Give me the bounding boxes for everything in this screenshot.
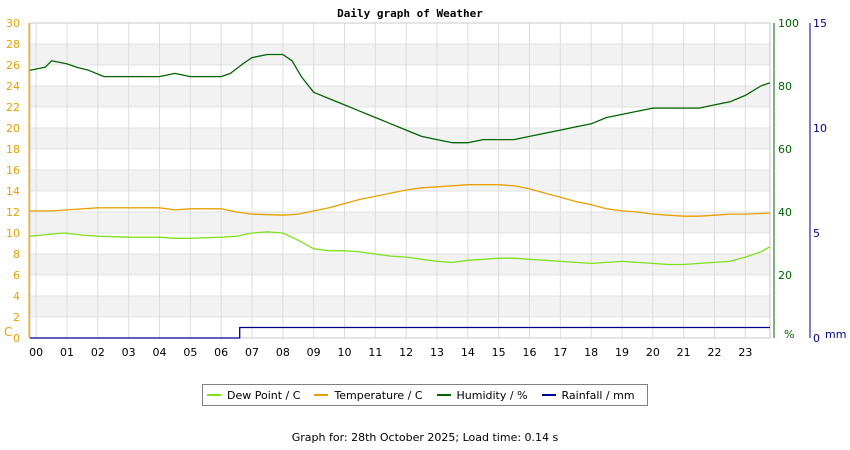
y-tick-label-temperature: 12	[6, 206, 20, 219]
y-tick-label-temperature: 4	[13, 290, 20, 303]
grid-band	[30, 86, 770, 107]
chart-footer: Graph for: 28th October 2025; Load time:…	[291, 431, 559, 444]
legend-item-dew-point: Dew Point / C	[207, 389, 300, 402]
y-unit-label-humidity: %	[784, 328, 794, 341]
y-tick-label-humidity: 100	[778, 17, 799, 30]
series-line-temperature	[30, 184, 771, 217]
grid-band	[30, 128, 770, 149]
x-tick-label: 07	[245, 346, 259, 359]
y-tick-label-temperature: 22	[6, 101, 20, 114]
legend-item-humidity: Humidity / %	[436, 388, 528, 402]
y-tick-label-temperature: 24	[6, 80, 20, 93]
y-tick-label-temperature: 14	[6, 185, 20, 198]
y-tick-label-humidity: 80	[778, 80, 792, 93]
legend-label-humidity: Humidity / %	[456, 388, 528, 402]
grid-band	[30, 254, 770, 275]
y-tick-label-humidity: 60	[778, 143, 792, 156]
y-tick-label-temperature: 20	[6, 122, 20, 135]
x-tick-label: 13	[430, 346, 444, 359]
legend-item-rainfall: Rainfall / mm	[541, 388, 635, 402]
y-tick-label-rainfall: 0	[813, 332, 820, 345]
x-tick-label: 14	[461, 346, 475, 359]
grid-band	[30, 296, 770, 317]
x-tick-label: 20	[646, 346, 660, 359]
legend-item-temperature: Temperature / C	[314, 388, 423, 402]
y-tick-label-temperature: 6	[13, 269, 20, 282]
legend-swatch-humidity	[436, 394, 451, 396]
x-tick-label: 03	[122, 346, 136, 359]
y-unit-label-rainfall: mm	[825, 328, 846, 341]
y-tick-label-temperature: 30	[6, 17, 20, 30]
x-tick-label: 18	[584, 346, 598, 359]
y-tick-label-temperature: 10	[6, 227, 20, 240]
chart-title: Daily graph of Weather	[337, 7, 483, 20]
x-tick-label: 17	[553, 346, 567, 359]
x-tick-label: 19	[615, 346, 629, 359]
y-unit-label-temperature: C	[4, 325, 12, 339]
legend-label-temperature: Temperature / C	[334, 388, 423, 402]
x-tick-label: 15	[492, 346, 506, 359]
y-tick-label-rainfall: 15	[813, 17, 827, 30]
y-tick-label-temperature: 18	[6, 143, 20, 156]
legend-swatch-rainfall	[541, 394, 556, 396]
x-tick-label: 12	[399, 346, 413, 359]
x-tick-label: 22	[708, 346, 722, 359]
y-tick-label-rainfall: 5	[813, 227, 820, 240]
x-tick-label: 11	[368, 346, 382, 359]
series-line-dew-point	[29, 231, 771, 266]
x-tick-label: 09	[307, 346, 321, 359]
grid-band	[30, 44, 770, 65]
chart-legend: Dew Point / C Temperature / C Humidity /…	[202, 384, 648, 406]
series-line-rainfall	[30, 326, 770, 339]
legend-label-rainfall: Rainfall / mm	[561, 388, 635, 402]
plot-border	[29, 22, 771, 339]
x-tick-label: 16	[523, 346, 537, 359]
grid-band	[30, 170, 770, 191]
x-tick-label: 00	[29, 346, 43, 359]
x-tick-label: 23	[738, 346, 752, 359]
grid-band	[30, 212, 770, 233]
legend-label-dew-point: Dew Point / C	[227, 388, 301, 402]
y-tick-label-temperature: 8	[13, 248, 20, 261]
x-tick-label: 10	[338, 346, 352, 359]
y-tick-label-temperature: 0	[13, 332, 20, 345]
y-tick-label-humidity: 40	[778, 206, 792, 219]
y-tick-label-temperature: 16	[6, 164, 20, 177]
legend-swatch-temperature	[314, 394, 329, 396]
x-tick-label: 04	[153, 346, 167, 359]
x-tick-label: 21	[677, 346, 691, 359]
y-tick-label-temperature: 26	[6, 59, 20, 72]
y-tick-label-humidity: 20	[778, 269, 792, 282]
series-line-humidity	[29, 53, 771, 144]
y-tick-label-rainfall: 10	[813, 122, 827, 135]
x-tick-label: 01	[60, 346, 74, 359]
x-tick-label: 08	[276, 346, 290, 359]
legend-swatch-dew-point	[207, 394, 221, 396]
y-tick-label-temperature: 28	[6, 38, 20, 51]
x-tick-label: 06	[214, 346, 228, 359]
y-tick-label-temperature: 2	[13, 311, 20, 324]
x-tick-label: 02	[91, 346, 105, 359]
x-tick-label: 05	[183, 346, 197, 359]
